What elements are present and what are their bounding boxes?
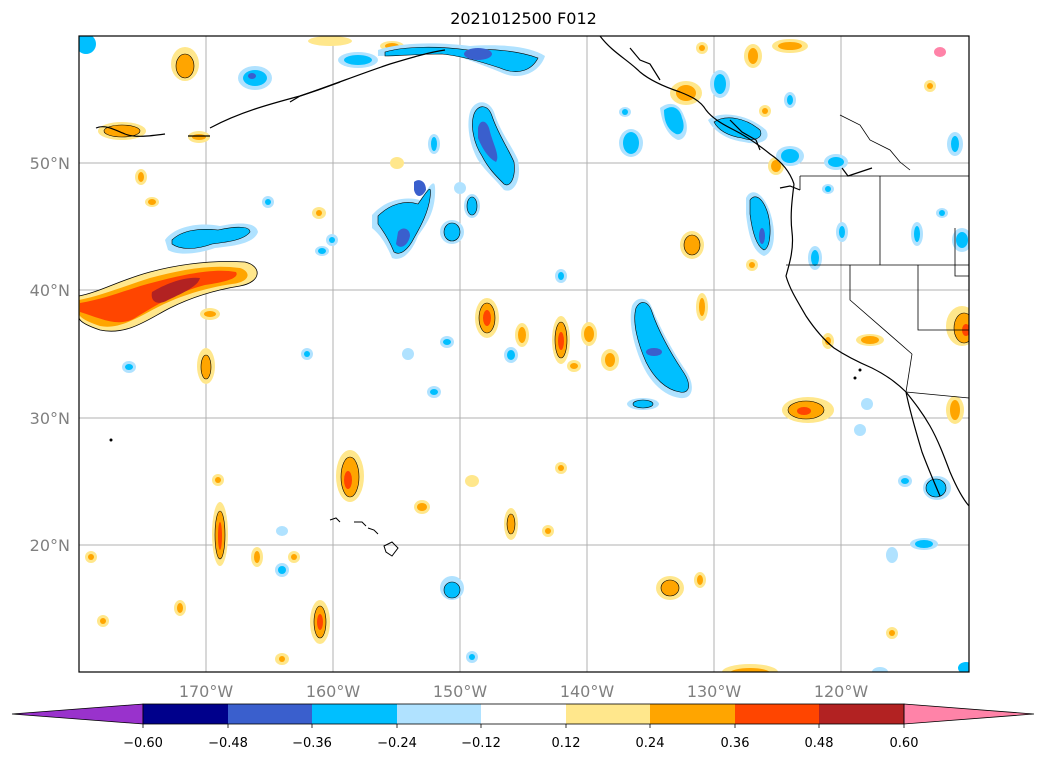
colorbar-tick-label: 0.48 (805, 736, 834, 751)
colorbar-tick-label: −0.24 (377, 736, 417, 751)
lat-label-20n: 20°N (30, 536, 70, 555)
longitude-labels: 170°W 160°W 150°W 140°W 130°W 120°W (179, 682, 869, 701)
colorbar-tick-label: −0.48 (208, 736, 248, 751)
colorbar-segment (819, 704, 904, 724)
lon-label-170w: 170°W (179, 682, 234, 701)
coastlines (95, 36, 969, 507)
colorbar-segment (650, 704, 735, 724)
colorbar-segment (228, 704, 312, 724)
map-frame (78, 35, 970, 673)
state-borders (786, 114, 969, 399)
colorbar-tick-label: 0.60 (890, 736, 919, 751)
colorbar-tick-label: −0.12 (461, 736, 501, 751)
lat-label-50n: 50°N (30, 154, 70, 173)
colorbar-segment (143, 704, 228, 724)
colorbar-segment (312, 704, 397, 724)
map-background (79, 36, 969, 672)
colorbar-extend-max (903, 703, 1035, 725)
negative-anomaly-contours (79, 36, 969, 672)
colorbar-tick-label: 0.12 (552, 736, 581, 751)
lon-label-130w: 130°W (687, 682, 742, 701)
colorbar: −0.60 −0.48 −0.36 −0.24 −0.12 0.12 0.24 … (11, 703, 1035, 751)
colorbar-extend-min (11, 703, 144, 725)
colorbar-tick-label: −0.36 (292, 736, 332, 751)
colorbar-tick-label: −0.60 (123, 736, 163, 751)
lon-label-120w: 120°W (814, 682, 869, 701)
colorbar-segment (735, 704, 819, 724)
colorbar-segment (566, 704, 650, 724)
colorbar-segment (481, 704, 566, 724)
latitude-labels: 50°N 40°N 30°N 20°N (30, 154, 70, 555)
colorbar-segment (397, 704, 481, 724)
map-title: 2021012500 F012 (450, 9, 597, 28)
lon-label-140w: 140°W (560, 682, 615, 701)
islands (109, 368, 862, 557)
colorbar-tick-label: 0.24 (636, 736, 665, 751)
positive-anomaly-contours (79, 36, 969, 672)
lon-label-150w: 150°W (433, 682, 488, 701)
lat-label-40n: 40°N (30, 281, 70, 300)
lat-label-30n: 30°N (30, 409, 70, 428)
colorbar-tick-label: 0.36 (721, 736, 750, 751)
lon-label-160w: 160°W (306, 682, 361, 701)
